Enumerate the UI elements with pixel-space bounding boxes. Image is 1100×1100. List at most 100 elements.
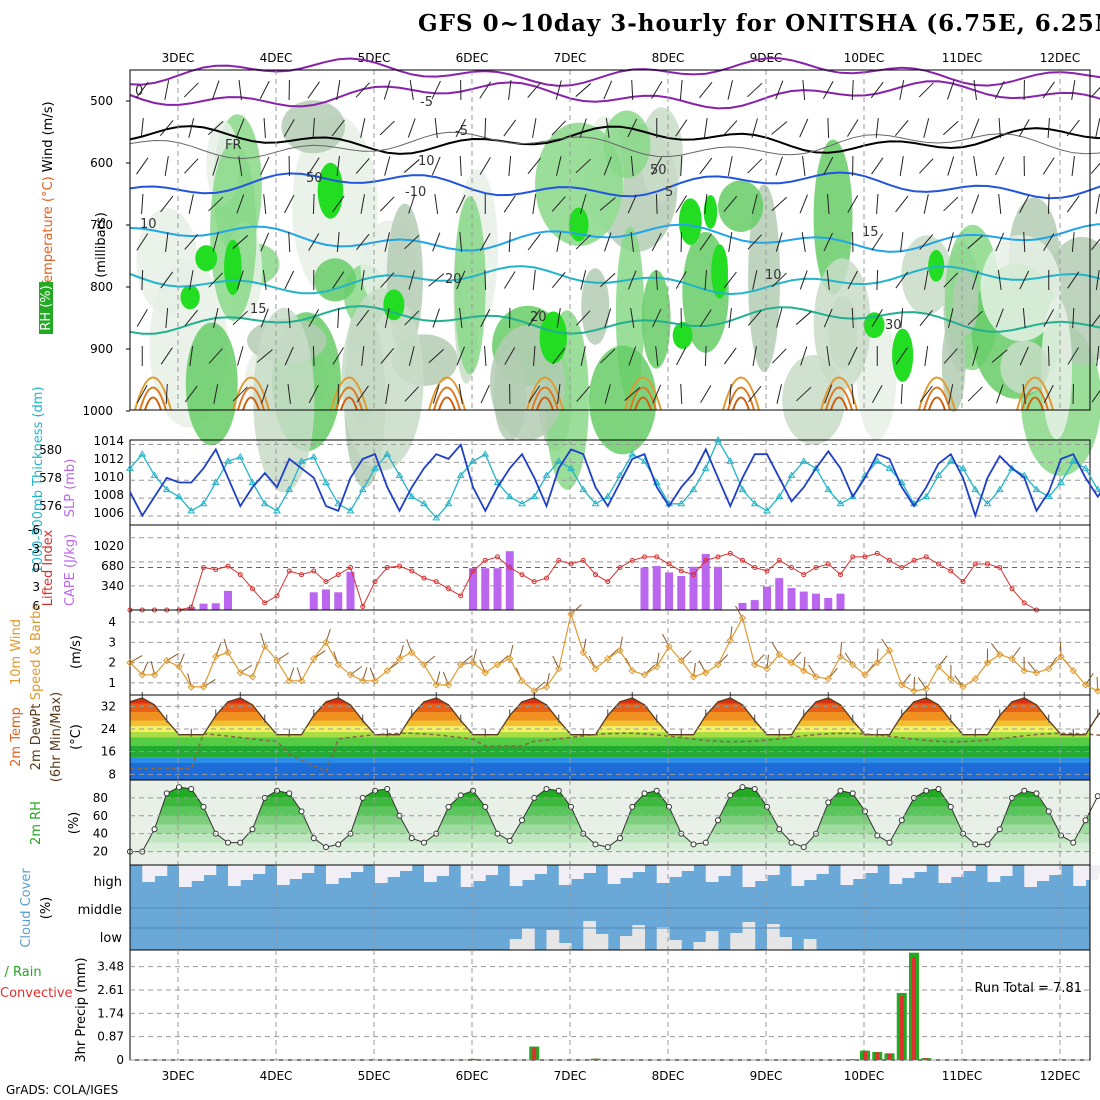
temp-color-band <box>130 737 1090 746</box>
wind-speed-point <box>432 681 440 689</box>
wind-barb <box>551 120 567 136</box>
wind-barb <box>599 197 616 211</box>
day-label-top: 10DEC <box>844 51 884 65</box>
thickness-point <box>162 485 171 493</box>
lifted-index-point <box>250 586 255 592</box>
wind-barb <box>972 346 979 366</box>
isotherm-line <box>129 125 1100 155</box>
wind-speed-point <box>359 677 367 685</box>
wind-speed-point <box>420 660 428 669</box>
rh-point <box>470 787 476 794</box>
day-label-bottom: 4DEC <box>260 1069 293 1083</box>
wind-barb <box>308 384 319 404</box>
thickness-point <box>1057 478 1065 485</box>
day-label-top: 4DEC <box>260 51 293 65</box>
wind-speed-point <box>542 683 551 691</box>
wind-speed-point <box>285 677 293 685</box>
wind-speed-point <box>163 656 171 665</box>
precip-tick-label: 1.74 <box>97 1006 124 1020</box>
lifted-index-point <box>899 565 905 570</box>
wind-tick-label: 3 <box>108 635 116 649</box>
cloud-clear-high <box>424 865 437 882</box>
wind-barb <box>924 346 929 366</box>
wind-barb <box>458 384 463 404</box>
wind-barb <box>775 156 783 176</box>
wind-speed-point <box>273 656 281 665</box>
wind-speed-point <box>971 675 979 683</box>
wind-barb <box>431 156 441 176</box>
boundary-layer-contour <box>727 386 755 411</box>
day-label-bottom: 8DEC <box>652 1069 685 1083</box>
wind-barb <box>627 118 638 138</box>
lifted-index-point <box>727 550 733 556</box>
lifted-index-line <box>130 552 1037 611</box>
wind-barb <box>360 118 366 138</box>
lifted-index-point <box>789 565 794 570</box>
wind-speed-point <box>677 656 685 665</box>
lifted-index-point <box>237 572 243 578</box>
day-label-top: 6DEC <box>456 51 489 65</box>
cloud-clear-high <box>473 865 486 881</box>
wind-barb <box>337 307 340 329</box>
wind-barb <box>919 158 934 174</box>
thickness-point <box>959 464 967 471</box>
wind-barb <box>409 80 414 100</box>
cape-bar <box>824 597 833 610</box>
wind-barb <box>360 270 365 290</box>
contour-label: -10 <box>405 185 426 200</box>
precip-convective-bar <box>899 995 904 1060</box>
pressure-tick-label: 500 <box>90 94 113 108</box>
slp-series-line <box>129 442 1100 519</box>
cloud-low <box>656 927 670 950</box>
wind-barb <box>356 233 370 251</box>
wind-speed-point <box>199 683 208 691</box>
contour-label: 20 <box>445 272 462 287</box>
thickness-point <box>260 499 269 507</box>
lifted-index-point <box>397 563 402 569</box>
wind-barb <box>404 310 420 326</box>
rh-point <box>225 839 231 846</box>
wind-barb <box>307 81 320 99</box>
boundary-layer-contour <box>923 386 951 411</box>
cape-bar <box>689 566 698 610</box>
thickness-point <box>1044 492 1053 500</box>
thickness-point <box>763 506 771 514</box>
wind-barb <box>141 269 144 291</box>
humidity-shading <box>314 258 357 302</box>
cloud-low <box>620 936 633 950</box>
wind-barb <box>135 81 149 99</box>
thickness-point <box>775 492 784 500</box>
wind-barb <box>165 383 168 405</box>
slp-tick-label: 1012 <box>93 452 124 466</box>
contour-label: FR <box>225 138 242 153</box>
cloud-level-label: low <box>100 931 123 946</box>
cape-bar <box>309 592 318 610</box>
cloud-low <box>705 931 719 950</box>
wind-speed-point <box>885 646 894 655</box>
wind-barb <box>823 232 833 252</box>
wind-barb <box>771 121 788 135</box>
precip-convective-bar <box>471 1058 475 1060</box>
rh-point <box>972 841 979 848</box>
thickness-point <box>946 457 955 464</box>
wind-barb <box>404 234 420 250</box>
wind-speed-point <box>1069 667 1077 675</box>
humidity-shading <box>341 288 424 471</box>
wind-barb <box>900 232 904 252</box>
precip-ylabel: 3hr Precip (mm) <box>74 957 89 1062</box>
wind-speed-point <box>212 652 220 661</box>
wind-speed-point <box>481 669 489 677</box>
rh-point <box>555 787 562 794</box>
wind-barb <box>603 80 613 100</box>
cloud-low <box>558 943 572 950</box>
thickness-point <box>444 499 453 507</box>
wind-barb <box>747 158 763 174</box>
thickness-point <box>1081 464 1090 471</box>
wind-barb <box>900 383 903 405</box>
lifted-index-point <box>874 550 880 556</box>
lifted-index-point <box>703 557 709 563</box>
wind-speed-point <box>1057 652 1065 661</box>
cloud-low <box>595 934 609 950</box>
wind-barb <box>919 309 933 327</box>
lifted-index-point <box>752 565 758 570</box>
